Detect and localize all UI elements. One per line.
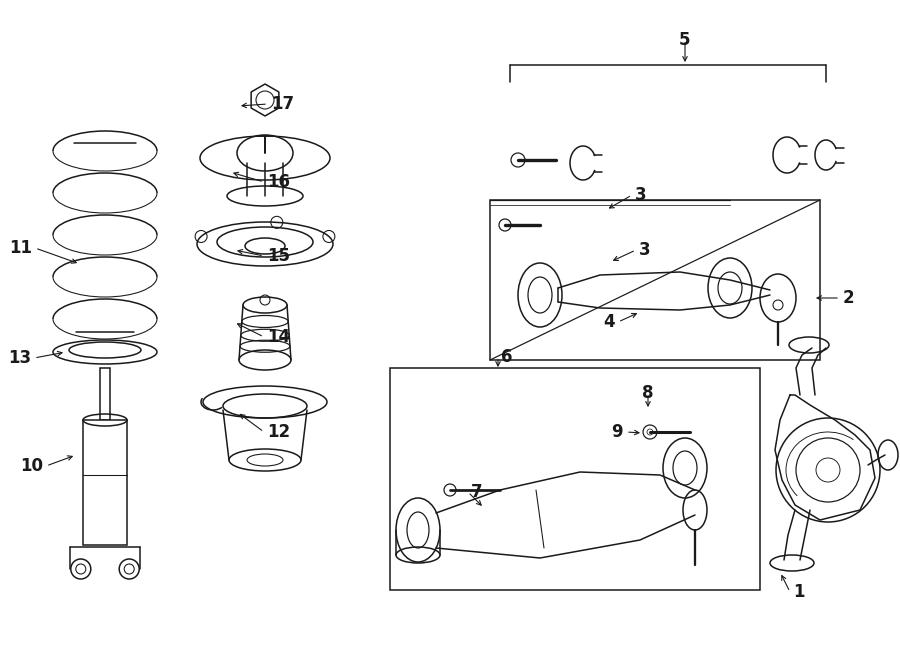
Text: 11: 11 [9, 239, 32, 257]
Text: 9: 9 [611, 423, 623, 441]
Text: 2: 2 [843, 289, 855, 307]
Text: 16: 16 [267, 173, 290, 191]
Text: 7: 7 [471, 483, 482, 501]
Text: 13: 13 [8, 349, 31, 367]
Text: 1: 1 [793, 583, 805, 601]
Text: 5: 5 [680, 31, 691, 49]
Text: 12: 12 [267, 423, 290, 441]
Text: 6: 6 [501, 348, 512, 366]
Text: 10: 10 [20, 457, 43, 475]
Text: 3: 3 [639, 241, 651, 259]
Bar [100, 368, 110, 420]
Text: 8: 8 [643, 384, 653, 402]
Text: 15: 15 [267, 247, 290, 265]
Text: 17: 17 [271, 95, 294, 113]
Text: 4: 4 [603, 313, 615, 331]
Text: 14: 14 [267, 328, 290, 346]
Bar [490, 200, 820, 360]
Text: 3: 3 [635, 186, 646, 204]
Bar [390, 368, 760, 590]
Bar [83, 420, 127, 545]
